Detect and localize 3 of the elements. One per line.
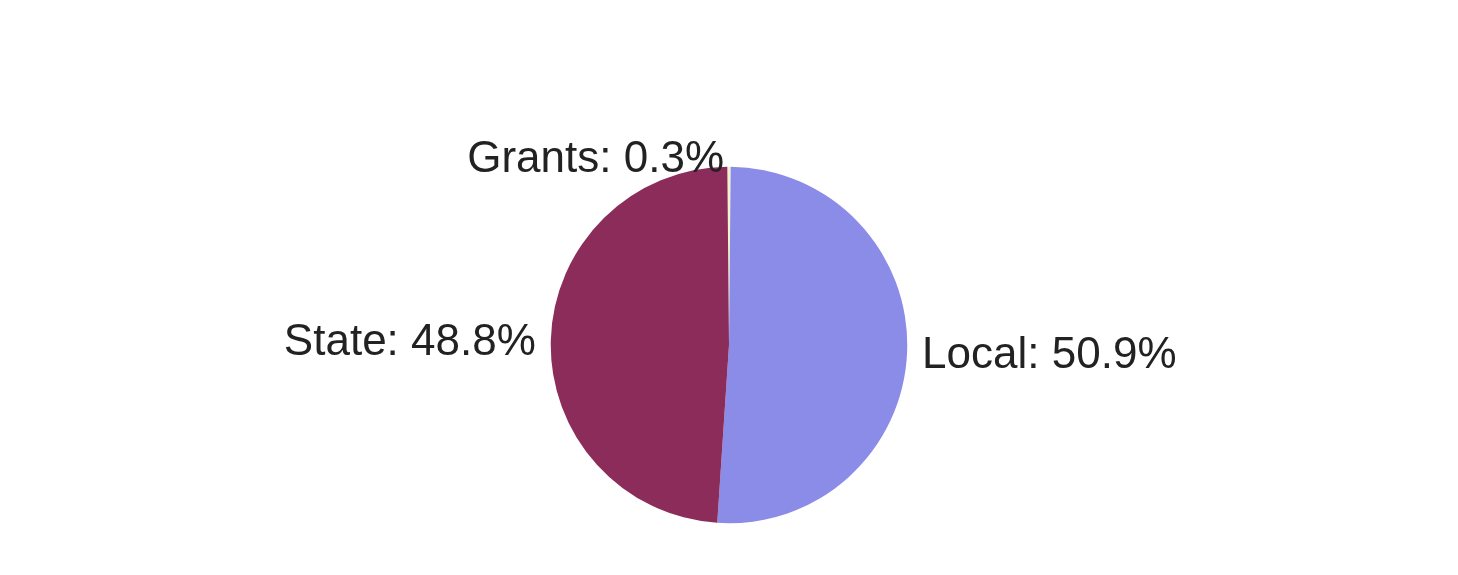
slice-label: Grants: 0.3% (467, 132, 724, 182)
slice-label: State: 48.8% (283, 315, 536, 365)
slice-label: Local: 50.9% (922, 327, 1177, 377)
